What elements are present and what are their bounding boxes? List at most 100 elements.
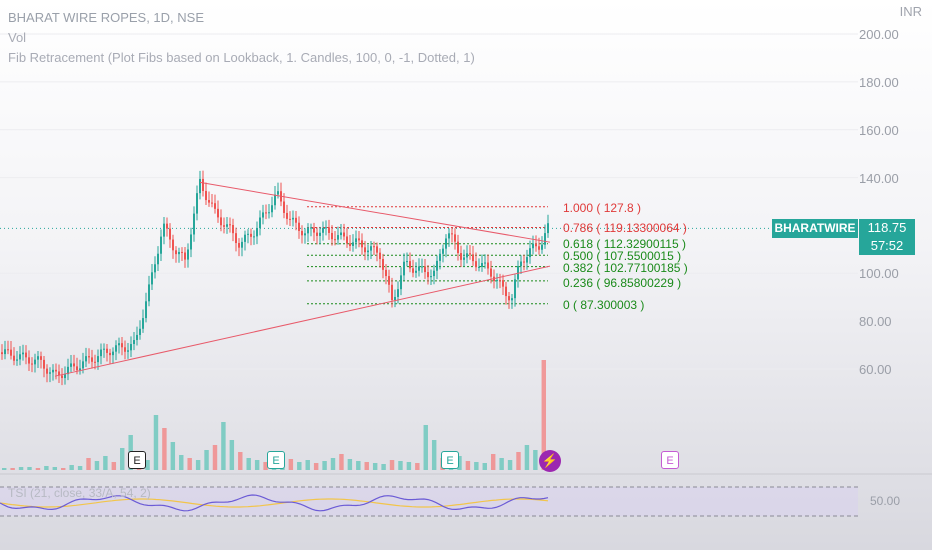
volume-bar	[347, 459, 353, 470]
candle-body	[388, 276, 390, 285]
earnings-event-marker[interactable]: E	[441, 451, 459, 469]
volume-bar	[490, 454, 496, 470]
candle-body	[145, 301, 147, 319]
symbol-tag: BHARATWIRE	[772, 219, 858, 238]
candle-body	[544, 233, 546, 245]
candle-body	[130, 344, 132, 351]
candle-body	[133, 340, 135, 345]
candle-body	[328, 227, 330, 233]
fib-label-1000: 1.000 ( 127.8 )	[563, 201, 642, 215]
candle-body	[463, 257, 465, 260]
currency-unit: INR	[899, 4, 922, 19]
candle-body	[49, 372, 51, 374]
candle-body	[223, 225, 225, 227]
volume-bar	[313, 463, 319, 470]
candle-body	[523, 261, 525, 263]
candle-body	[31, 363, 33, 365]
candle-body	[211, 202, 213, 204]
candle-body	[112, 351, 114, 356]
volume-bar	[69, 465, 74, 470]
candle-body	[481, 263, 483, 267]
candle-body	[1, 352, 3, 355]
candle-body	[13, 355, 15, 361]
candle-body	[451, 233, 453, 235]
candle-body	[253, 236, 255, 238]
candle-body	[136, 334, 138, 341]
candle-body	[64, 374, 66, 379]
candle-body	[67, 366, 69, 375]
candle-body	[520, 261, 522, 267]
candle-body	[106, 348, 108, 353]
candle-body	[364, 247, 366, 253]
candle-body	[166, 223, 168, 229]
candle-body	[7, 349, 9, 351]
candle-body	[277, 191, 279, 195]
price-tick: 60.00	[859, 362, 892, 377]
volume-indicator-label[interactable]: Vol	[8, 30, 27, 45]
candle-body	[547, 223, 549, 234]
volume-bar	[27, 467, 32, 470]
volume-bar	[204, 450, 209, 470]
candle-body	[304, 233, 306, 236]
candle-body	[535, 243, 537, 247]
earnings-event-marker[interactable]: E	[267, 451, 285, 469]
candle-body	[118, 343, 120, 346]
candle-body	[283, 201, 285, 213]
volume-bar	[153, 415, 159, 470]
symbol-title[interactable]: BHARAT WIRE ROPES, 1D, NSE	[8, 10, 205, 25]
candle-body	[181, 251, 183, 253]
volume-bar	[389, 460, 395, 470]
volume-bar	[305, 460, 310, 470]
fib-label-0786: 0.786 ( 119.13300064 )	[563, 221, 687, 235]
volume-bar	[103, 456, 108, 470]
volume-bar	[10, 468, 15, 470]
candle-body	[379, 252, 381, 259]
candle-body	[355, 238, 357, 243]
volume-bar	[431, 440, 437, 470]
candle-body	[442, 248, 444, 254]
candle-body	[157, 253, 159, 265]
upcoming-earnings-marker[interactable]: E	[661, 451, 679, 469]
fib-indicator-label[interactable]: Fib Retracement (Plot Fibs based on Look…	[8, 50, 475, 65]
candle-body	[271, 205, 273, 213]
candle-body	[79, 368, 81, 371]
volume-bar	[465, 461, 471, 470]
volume-bar	[474, 462, 479, 470]
price-tick: 140.00	[859, 171, 899, 186]
volume-bar	[18, 467, 24, 470]
tsi-indicator-label[interactable]: TSI (21, close, 33/A, 54, 2)	[8, 486, 151, 500]
candle-body	[430, 276, 432, 278]
candle-body	[292, 217, 294, 220]
volume-bar	[524, 445, 530, 470]
fib-label-0500: 0.500 ( 107.5500015 )	[563, 249, 682, 263]
candle-body	[322, 227, 324, 233]
candle-body	[412, 268, 414, 273]
candle-body	[310, 227, 312, 229]
candle-body	[169, 228, 171, 240]
candle-body	[34, 359, 36, 365]
trendline	[54, 265, 551, 377]
candle-body	[58, 371, 60, 376]
candle-body	[262, 212, 264, 218]
volume-bar	[482, 463, 487, 470]
volume-bar	[372, 463, 378, 470]
candle-body	[421, 266, 423, 268]
volume-bar	[187, 458, 192, 470]
tsi-signal-line	[0, 498, 549, 508]
candle-body	[487, 262, 489, 269]
candle-body	[208, 200, 210, 203]
candle-body	[325, 227, 327, 229]
candle-body	[139, 328, 141, 335]
candle-body	[346, 236, 348, 244]
candle-body	[28, 357, 30, 364]
candle-body	[259, 217, 261, 229]
volume-bar	[330, 458, 336, 470]
candle-body	[241, 241, 243, 248]
lightning-icon[interactable]: ⚡	[539, 450, 561, 472]
volume-bar	[61, 468, 66, 470]
fib-label-0618: 0.618 ( 112.32900115 )	[563, 237, 686, 251]
volume-bar	[145, 460, 150, 470]
candle-body	[337, 235, 339, 240]
earnings-event-marker[interactable]: E	[128, 451, 146, 469]
